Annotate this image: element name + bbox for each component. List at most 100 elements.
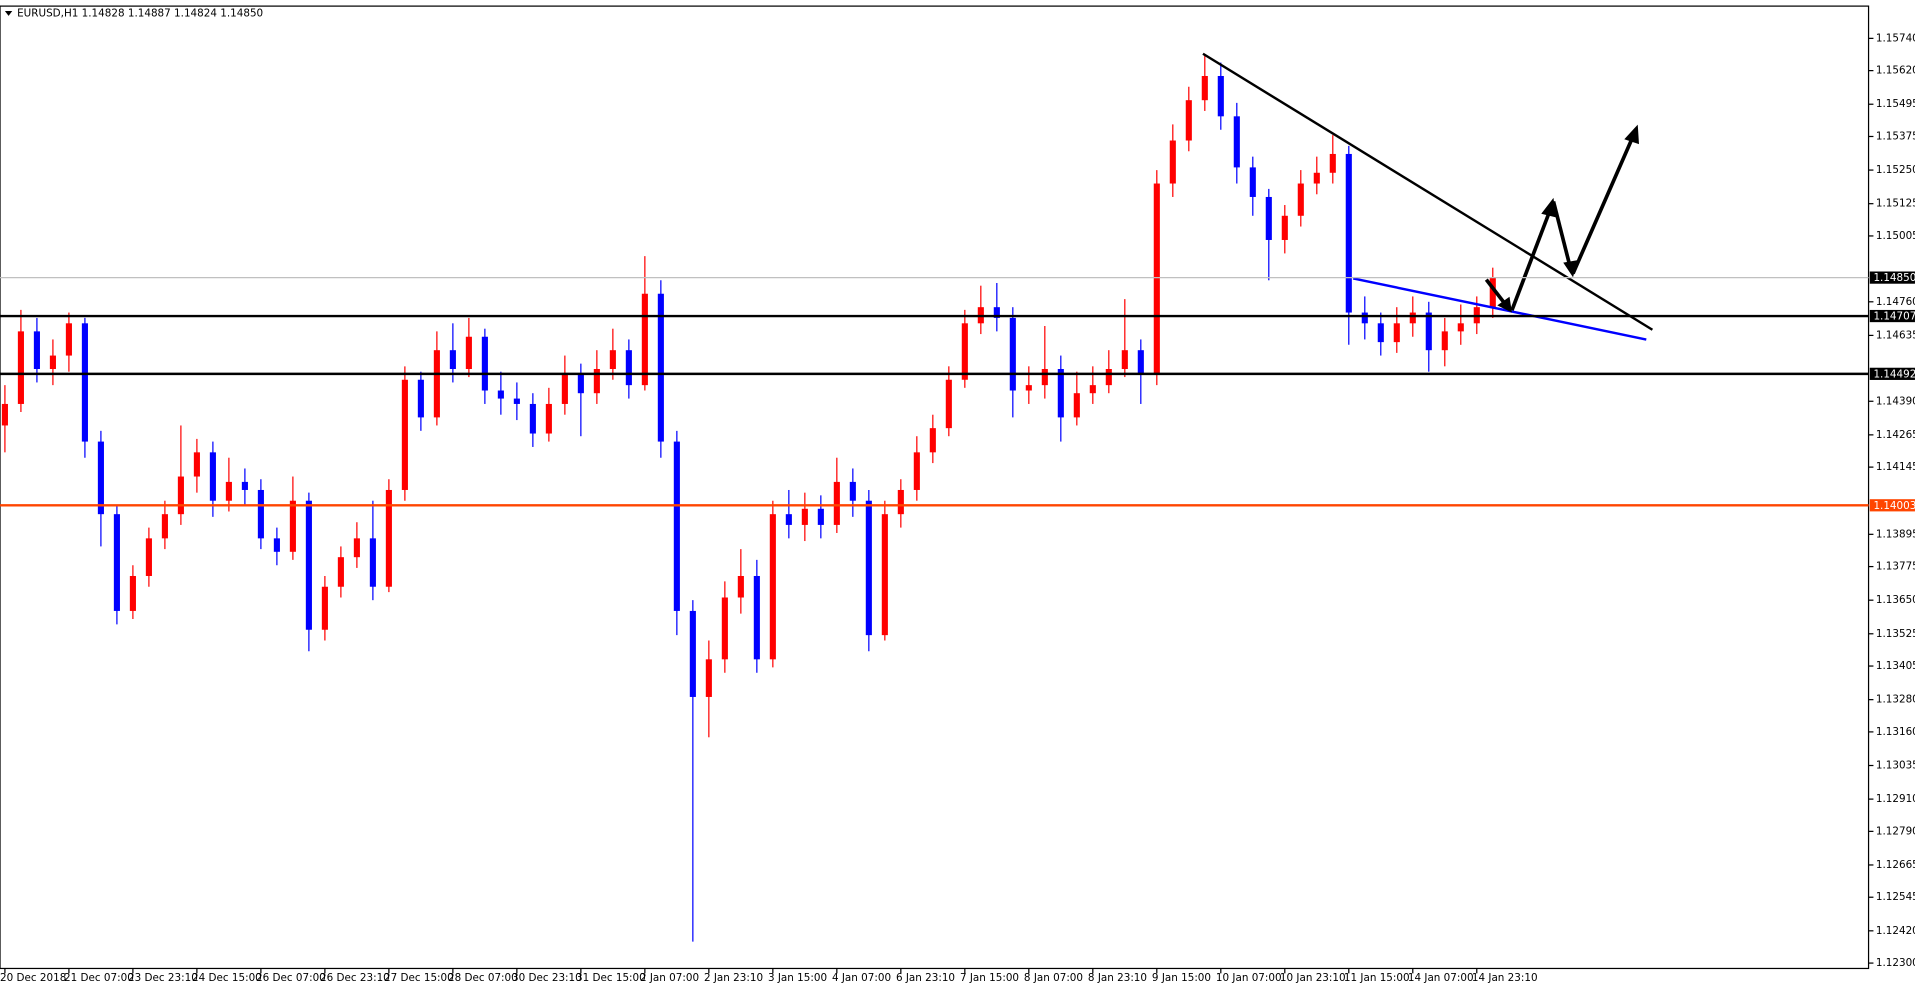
candle-body xyxy=(33,331,40,370)
level-box xyxy=(1869,309,1915,323)
candle-body xyxy=(1025,385,1032,391)
candle-body xyxy=(193,452,200,477)
x-tick-label: 14 Jan 07:00 xyxy=(1408,972,1474,984)
y-tick-label: 1.12790 xyxy=(1876,825,1915,837)
x-tick-label: 28 Dec 07:00 xyxy=(448,972,518,984)
y-tick-label: 1.15005 xyxy=(1876,230,1915,242)
candle-body xyxy=(289,500,296,552)
y-tick-label: 1.13650 xyxy=(1876,594,1915,606)
candle-body xyxy=(817,508,824,525)
candle-body xyxy=(49,355,56,370)
candle-body xyxy=(1217,75,1224,117)
candle-body xyxy=(1153,183,1160,375)
y-tick-label: 1.12545 xyxy=(1876,891,1915,903)
candle-body xyxy=(865,500,872,636)
y-tick-label: 1.12420 xyxy=(1876,925,1915,937)
y-tick-label: 1.13895 xyxy=(1876,528,1915,540)
y-tick-label: 1.13775 xyxy=(1876,561,1915,573)
candle-body xyxy=(209,452,216,501)
y-tick-label: 1.13280 xyxy=(1876,694,1915,706)
level-box xyxy=(1869,367,1915,380)
y-tick-label: 1.15375 xyxy=(1876,130,1915,142)
x-tick-label: 10 Jan 07:00 xyxy=(1216,972,1282,984)
candle-body xyxy=(161,514,168,539)
candle-body xyxy=(1281,215,1288,240)
trendline xyxy=(1352,277,1647,341)
candle-body xyxy=(689,610,696,697)
x-tick-label: 27 Dec 15:00 xyxy=(384,972,454,984)
candle-body xyxy=(609,350,616,370)
candle-body xyxy=(273,538,280,552)
candle-body xyxy=(561,374,568,404)
candle-body xyxy=(913,452,920,490)
candle-body xyxy=(385,489,392,587)
y-tick-label: 1.15495 xyxy=(1876,98,1915,110)
candle-body xyxy=(433,350,440,418)
candle-body xyxy=(1,403,8,426)
x-tick-label: 11 Jan 15:00 xyxy=(1344,972,1410,984)
candle-body xyxy=(929,428,936,453)
candle-body xyxy=(945,379,952,429)
y-tick-label: 1.14635 xyxy=(1876,329,1915,341)
candle-body xyxy=(1041,369,1048,386)
candle-body xyxy=(369,538,376,587)
x-tick-label: 8 Jan 23:10 xyxy=(1088,972,1147,984)
candle-body xyxy=(1425,312,1432,351)
y-tick-label: 1.15250 xyxy=(1876,164,1915,176)
y-tick-label: 1.12300 xyxy=(1876,957,1915,969)
candle-body xyxy=(1169,140,1176,184)
x-tick-label: 7 Jan 15:00 xyxy=(960,972,1019,984)
candle-body xyxy=(849,481,856,501)
y-tick-label: 1.15620 xyxy=(1876,65,1915,77)
x-tick-label: 20 Dec 2018 xyxy=(0,972,66,984)
candle-body xyxy=(1233,116,1240,168)
candle-body xyxy=(1361,312,1368,324)
candle-body xyxy=(577,374,584,394)
x-tick-label: 26 Dec 07:00 xyxy=(256,972,326,984)
candle-body xyxy=(657,293,664,442)
y-tick-label: 1.14265 xyxy=(1876,429,1915,441)
annotations xyxy=(1202,52,1654,341)
candle-body xyxy=(97,441,104,515)
candle-body xyxy=(961,323,968,380)
candle-body xyxy=(625,350,632,386)
arrow xyxy=(1510,206,1553,311)
x-tick-label: 4 Jan 07:00 xyxy=(832,972,891,984)
candle-body xyxy=(785,514,792,525)
candle-body xyxy=(17,331,24,404)
candle-body xyxy=(337,557,344,587)
x-tick-label: 26 Dec 23:10 xyxy=(320,972,390,984)
trendline xyxy=(1202,52,1654,331)
menu-triangle xyxy=(4,10,13,16)
arrowhead xyxy=(1624,124,1639,145)
candle-body xyxy=(1201,75,1208,101)
candle-body xyxy=(513,398,520,404)
candle-body xyxy=(113,514,120,611)
candle-body xyxy=(705,659,712,697)
x-tick-label: 14 Jan 23:10 xyxy=(1472,972,1538,984)
x-tick-label: 24 Dec 15:00 xyxy=(192,972,262,984)
candle-body xyxy=(673,441,680,611)
level-label: 1.14850 xyxy=(1873,272,1915,284)
candle-body xyxy=(1329,153,1336,173)
arrow xyxy=(1551,201,1573,270)
candle-body xyxy=(465,336,472,370)
candle-body xyxy=(769,514,776,660)
candle-body xyxy=(353,538,360,558)
candle-body xyxy=(1105,369,1112,386)
candle-body xyxy=(1057,369,1064,418)
y-tick-label: 1.15740 xyxy=(1876,32,1915,44)
candle-body xyxy=(1377,323,1384,343)
candle-body xyxy=(545,403,552,434)
candle-body xyxy=(1393,323,1400,343)
x-tick-label: 23 Dec 23:10 xyxy=(128,972,198,984)
x-tick-label: 8 Jan 07:00 xyxy=(1024,972,1083,984)
x-tick-label: 31 Dec 15:00 xyxy=(576,972,646,984)
candle-body xyxy=(1073,393,1080,418)
candle-body xyxy=(1089,385,1096,394)
plot-frame xyxy=(0,5,1870,970)
y-tick-label: 1.13160 xyxy=(1876,726,1915,738)
x-tick-label: 30 Dec 23:10 xyxy=(512,972,582,984)
x-tick-label: 21 Dec 07:00 xyxy=(64,972,134,984)
header: EURUSD,H1 1.14828 1.14887 1.14824 1.1485… xyxy=(17,7,263,19)
